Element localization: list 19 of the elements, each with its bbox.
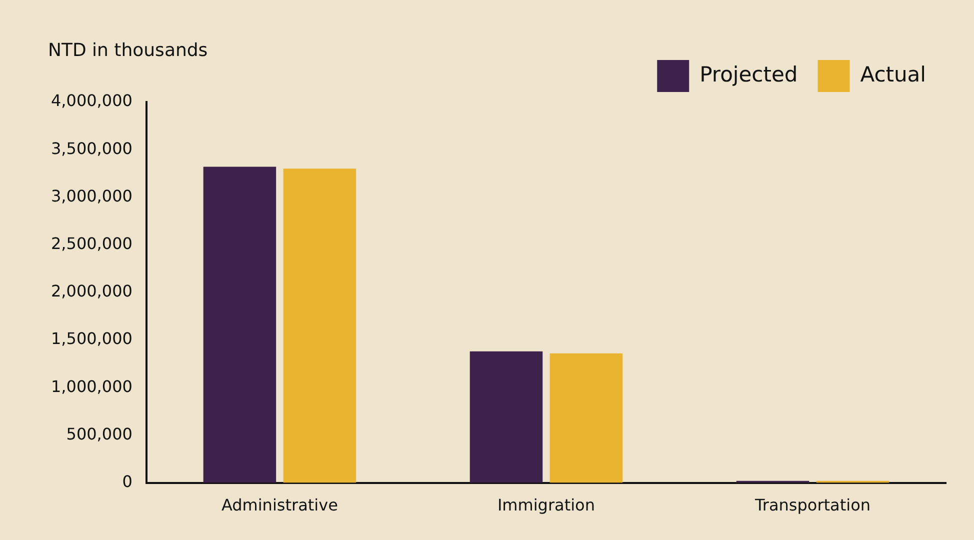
bar	[550, 353, 623, 483]
x-tick-label: Administrative	[221, 496, 338, 515]
bar	[283, 168, 356, 483]
y-tick-label: 2,500,000	[50, 234, 132, 253]
y-axis-title: NTD in thousands	[48, 40, 208, 61]
y-tick-label: 1,000,000	[50, 376, 132, 396]
y-tick-label: 1,500,000	[50, 329, 132, 348]
legend-label: Actual	[860, 62, 926, 86]
y-tick-label: 0	[122, 472, 132, 491]
bar	[203, 166, 276, 483]
y-tick-label: 500,000	[66, 424, 132, 444]
x-tick-label: Transportation	[754, 496, 871, 515]
bar	[470, 351, 543, 483]
y-tick-label: 3,000,000	[50, 186, 132, 206]
legend-label: Projected	[700, 62, 798, 86]
y-tick-label: 4,000,000	[50, 91, 132, 110]
y-tick-label: 2,000,000	[50, 282, 132, 301]
y-tick-label: 3,500,000	[50, 138, 132, 158]
x-tick-label: Immigration	[497, 496, 595, 515]
